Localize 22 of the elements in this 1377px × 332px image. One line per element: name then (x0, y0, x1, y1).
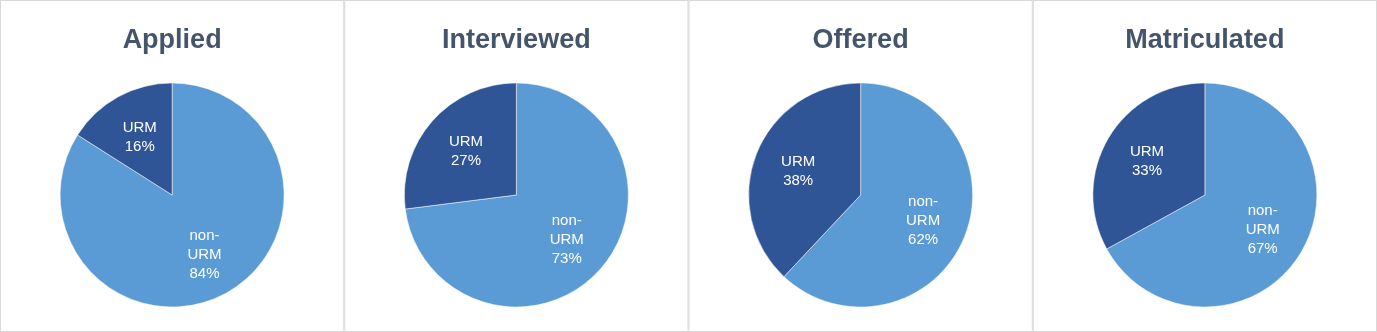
slice-label: URM (448, 132, 484, 150)
slice-label: non-URM (549, 211, 584, 248)
pie-slice (405, 82, 629, 308)
slice-label: non-URM (1245, 201, 1280, 238)
chart-title: Matriculated (1125, 24, 1285, 54)
slice-label: URM (781, 151, 816, 169)
chart-title: Applied (122, 24, 222, 54)
slice-label: non-URM (906, 191, 941, 228)
slice-label: non-URM (187, 225, 222, 262)
data-label: 73% (551, 249, 582, 267)
data-label: 62% (908, 229, 939, 247)
chart-title: Interviewed (442, 24, 591, 54)
data-label: 33% (1132, 161, 1163, 179)
data-label: 27% (450, 151, 481, 169)
data-label: 38% (783, 170, 814, 188)
pie-slice (60, 82, 285, 308)
data-label: 84% (189, 263, 220, 281)
data-label: 16% (124, 136, 155, 154)
data-label: 67% (1247, 239, 1278, 257)
chart-title: Offered (812, 24, 909, 54)
slice-label: URM (122, 117, 157, 135)
slice-label: URM (1129, 142, 1165, 160)
